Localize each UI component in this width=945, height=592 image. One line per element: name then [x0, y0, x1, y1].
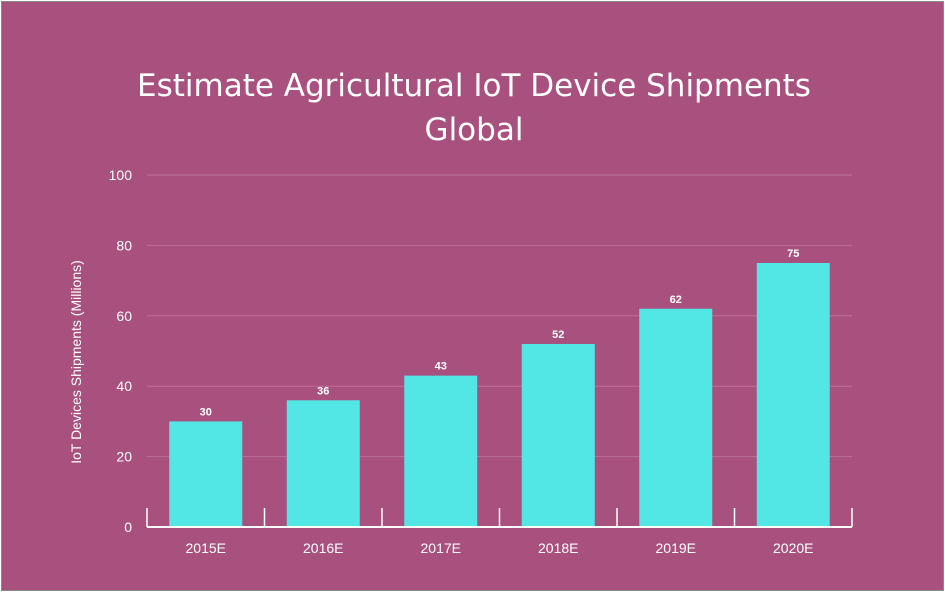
x-tick-label: 2019E — [656, 540, 696, 556]
x-tick-label: 2018E — [538, 540, 578, 556]
data-label: 75 — [787, 248, 799, 260]
data-label: 36 — [317, 385, 329, 397]
bar-2020E — [756, 263, 830, 527]
y-tick-label: 80 — [116, 237, 132, 253]
y-tick-label: 20 — [116, 449, 132, 465]
x-tick-label: 2020E — [773, 540, 813, 556]
y-tick-label: 0 — [124, 519, 132, 535]
y-tick-label: 100 — [109, 167, 133, 183]
bar-2016E — [286, 400, 360, 527]
bar-2015E — [169, 421, 243, 527]
y-tick-label: 60 — [116, 308, 132, 324]
y-tick-label: 40 — [116, 378, 132, 394]
chart-title-line-1: Estimate Agricultural IoT Device Shipmen… — [137, 68, 811, 104]
x-tick-label: 2017E — [421, 540, 461, 556]
bar-2017E — [404, 375, 478, 527]
x-tick-label: 2016E — [303, 540, 343, 556]
data-label: 62 — [670, 294, 682, 306]
data-label: 52 — [552, 329, 564, 341]
data-label: 43 — [435, 361, 447, 373]
chart-title-line-2: Global — [425, 112, 524, 148]
bar-2019E — [639, 308, 713, 527]
data-label: 30 — [200, 406, 212, 418]
x-tick-label: 2015E — [186, 540, 226, 556]
y-axis-label: IoT Devices Shipments (Millions) — [68, 260, 84, 464]
bar-2018E — [521, 343, 595, 527]
